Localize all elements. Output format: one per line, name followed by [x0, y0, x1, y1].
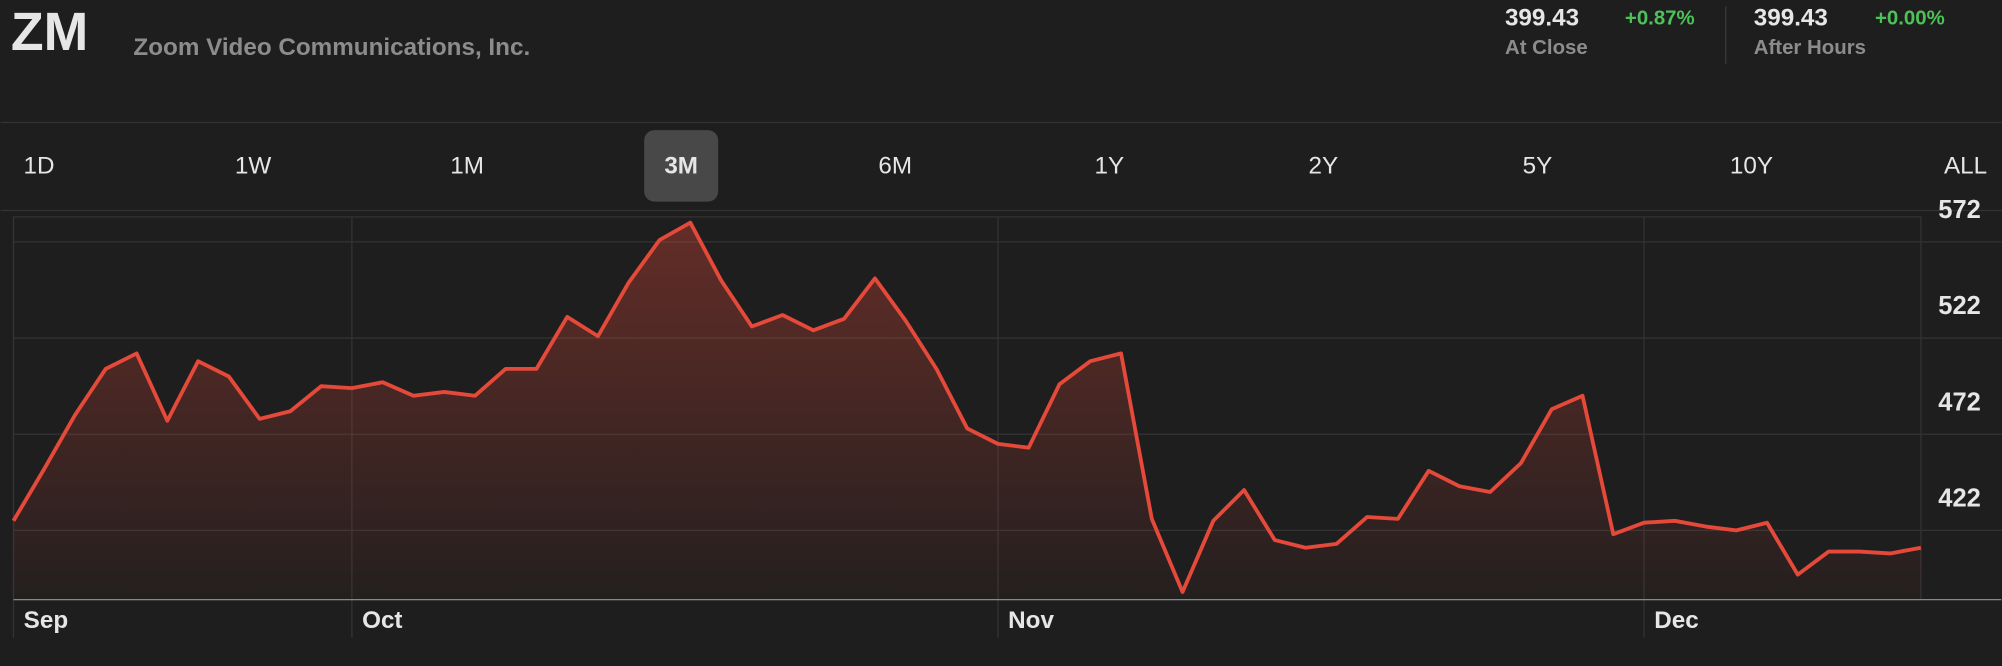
y-tick-label: 472 [1938, 388, 1981, 416]
x-tick-label: Oct [362, 607, 402, 634]
quote-label: After Hours [1754, 37, 1866, 59]
range-button[interactable]: 1Y [1094, 153, 1124, 180]
company-name: Zoom Video Communications, Inc. [133, 34, 530, 61]
y-tick-label: 522 [1938, 292, 1981, 320]
range-button[interactable]: 5Y [1523, 153, 1553, 180]
range-button[interactable]: ALL [1944, 153, 1987, 180]
area [13, 222, 1921, 600]
quote-label: At Close [1505, 37, 1588, 59]
price: 399.43 [1754, 5, 1828, 32]
range-button[interactable]: 1D [24, 153, 55, 180]
x-tick-label: Sep [24, 607, 68, 634]
y-tick-label: 572 [1938, 196, 1981, 224]
range-button[interactable]: 3M [664, 153, 698, 180]
x-tick-label: Dec [1654, 607, 1698, 634]
x-tick-label: Nov [1008, 607, 1054, 634]
range-selected-bg [644, 130, 719, 202]
symbol: ZM [11, 2, 88, 62]
price: 399.43 [1505, 5, 1579, 32]
range-button[interactable]: 1M [450, 153, 484, 180]
price-line [11, 220, 1922, 594]
range-button[interactable]: 6M [878, 153, 912, 180]
y-tick-label: 422 [1938, 485, 1981, 513]
change: +0.00% [1875, 8, 1945, 30]
range-selector: 1D 1W 1M 3M 6M 1Y 2Y 5Y 10Y ALL [24, 130, 1987, 202]
change: +0.87% [1625, 8, 1695, 30]
range-button[interactable]: 2Y [1309, 153, 1339, 180]
chart: 422 472 522 572 Sep Oct Nov Dec [11, 196, 2002, 638]
range-button[interactable]: 1W [235, 153, 271, 180]
range-button[interactable]: 10Y [1730, 153, 1773, 180]
